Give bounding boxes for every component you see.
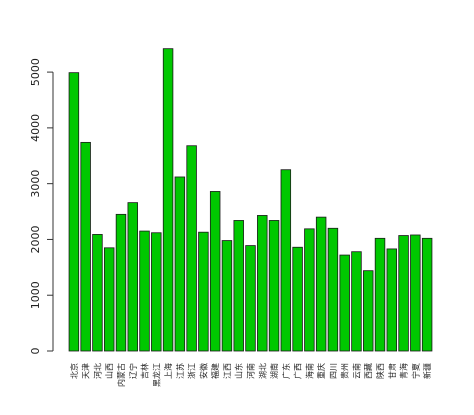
x-tick-label: 河南 <box>246 363 256 379</box>
bar <box>103 247 115 352</box>
bar <box>209 191 221 352</box>
x-tick-label: 广东 <box>281 363 291 379</box>
bar <box>198 231 209 352</box>
bar <box>245 245 256 352</box>
x-tick-label: 河北 <box>92 363 102 379</box>
x-tick-label: 新疆 <box>422 363 432 379</box>
y-axis: 0 1000 2000 3000 4000 5000 <box>29 58 54 355</box>
x-tick-label: 黑龙江 <box>151 363 161 387</box>
bar <box>186 145 197 352</box>
x-tick-label: 海南 <box>304 363 314 379</box>
y-tick-label: 5000 <box>29 58 42 86</box>
x-tick-label: 西藏 <box>363 363 373 379</box>
x-tick-label: 四川 <box>329 363 338 379</box>
x-tick-label: 甘肃 <box>387 363 397 379</box>
bar <box>151 232 162 352</box>
bar <box>115 213 127 352</box>
bar <box>410 234 421 352</box>
x-tick-label: 贵州 <box>340 363 350 379</box>
bar <box>363 270 374 352</box>
bar <box>92 234 103 352</box>
x-tick-label: 云南 <box>351 363 361 379</box>
bar <box>257 215 268 352</box>
x-tick-label: 陕西 <box>375 363 385 379</box>
x-tick-label: 福建 <box>210 363 220 379</box>
x-tick-label: 江西 <box>223 363 232 379</box>
x-tick-label: 浙江 <box>187 363 197 379</box>
bars-group <box>68 48 433 352</box>
y-tick-label: 1000 <box>29 281 42 309</box>
x-tick-label: 广西 <box>293 363 303 379</box>
x-tick-label: 安徽 <box>198 363 208 379</box>
x-tick-label: 上海 <box>163 363 173 379</box>
x-tick-label: 湖北 <box>258 363 267 379</box>
bar <box>221 240 233 352</box>
bar <box>339 254 350 352</box>
x-tick-label: 北京 <box>69 363 79 379</box>
y-tick-label: 3000 <box>29 170 42 198</box>
bar <box>68 72 80 352</box>
bar <box>233 220 244 352</box>
y-tick-label: 0 <box>29 348 42 355</box>
x-tick-label: 内蒙古 <box>116 363 126 387</box>
x-tick-label: 宁夏 <box>410 363 420 379</box>
bar <box>327 227 339 352</box>
x-tick-label: 重庆 <box>316 363 326 379</box>
x-axis-labels: 北京 天津 河北 山西 内蒙古 辽宁 吉林 黑龙江 上海 江苏 浙江 安徽 福建 江西 山东 河南 湖北 湖南 广东… <box>69 363 432 387</box>
x-tick-label: 湖南 <box>269 363 279 379</box>
bar <box>398 235 409 352</box>
bar <box>292 246 303 352</box>
x-tick-label: 辽宁 <box>128 363 138 379</box>
bar <box>351 251 362 352</box>
x-tick-label: 山西 <box>104 363 114 379</box>
bar <box>280 169 292 352</box>
bar <box>127 202 138 352</box>
bar <box>80 141 91 352</box>
x-tick-label: 吉林 <box>140 363 150 379</box>
bar <box>174 176 186 352</box>
bar <box>315 216 327 352</box>
bar <box>304 228 315 352</box>
x-tick-label: 天津 <box>81 363 91 379</box>
bar <box>374 237 386 352</box>
y-tick-label: 2000 <box>29 225 42 253</box>
x-tick-label: 江苏 <box>175 363 185 379</box>
bar <box>386 248 398 352</box>
x-tick-label: 山东 <box>234 363 244 379</box>
bar <box>421 237 433 352</box>
x-tick-label: 青海 <box>399 363 409 379</box>
y-tick-label: 4000 <box>29 114 42 142</box>
bar <box>139 230 150 352</box>
bar <box>268 220 280 352</box>
bar <box>162 48 174 352</box>
